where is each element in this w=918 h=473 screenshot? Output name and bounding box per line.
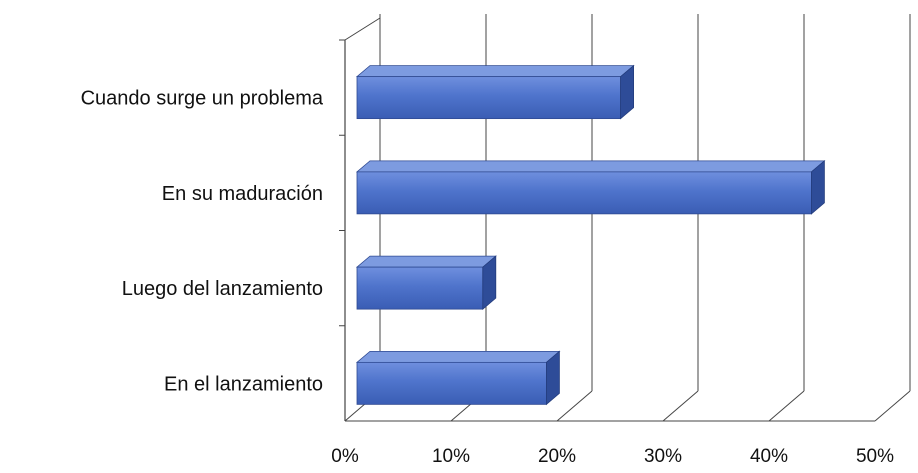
floor-gridline bbox=[874, 390, 911, 422]
category-label: En el lanzamiento bbox=[164, 373, 323, 395]
bar-top-face bbox=[355, 160, 826, 173]
bar-side-face bbox=[620, 64, 634, 120]
bars bbox=[355, 64, 826, 406]
category-label: Cuando surge un problema bbox=[81, 88, 324, 110]
x-tick-label: 50% bbox=[856, 446, 894, 467]
bar-front-face bbox=[356, 361, 547, 405]
bar-front-face bbox=[356, 76, 622, 120]
bar-front-face bbox=[356, 171, 812, 215]
bar-side-face bbox=[546, 350, 560, 406]
bar bbox=[355, 160, 826, 215]
bar-top-face bbox=[355, 65, 635, 78]
floor-gridline bbox=[662, 390, 699, 422]
x-tick-label: 20% bbox=[538, 446, 576, 467]
x-tick-label: 10% bbox=[432, 446, 470, 467]
floor-gridline bbox=[556, 390, 593, 422]
bar-side-face bbox=[811, 160, 825, 215]
bar-top-face bbox=[355, 255, 497, 268]
x-tick-label: 0% bbox=[331, 446, 359, 467]
x-tick-label: 40% bbox=[750, 446, 788, 467]
category-label: Luego del lanzamiento bbox=[122, 278, 323, 300]
bar-side-face bbox=[482, 255, 497, 310]
category-label: En su maduración bbox=[162, 183, 323, 205]
top-depth-edge bbox=[344, 17, 381, 41]
labels: 0% 10% 20% 30% 40% 50% Cuando surge un problem… bbox=[81, 88, 895, 467]
x-tick-label: 30% bbox=[644, 446, 682, 467]
bar bbox=[355, 350, 561, 406]
bar-top-face bbox=[355, 350, 561, 363]
bar-front-face bbox=[356, 266, 484, 310]
bar bbox=[355, 255, 497, 310]
bar bbox=[355, 64, 635, 120]
floor-gridline bbox=[768, 390, 805, 422]
